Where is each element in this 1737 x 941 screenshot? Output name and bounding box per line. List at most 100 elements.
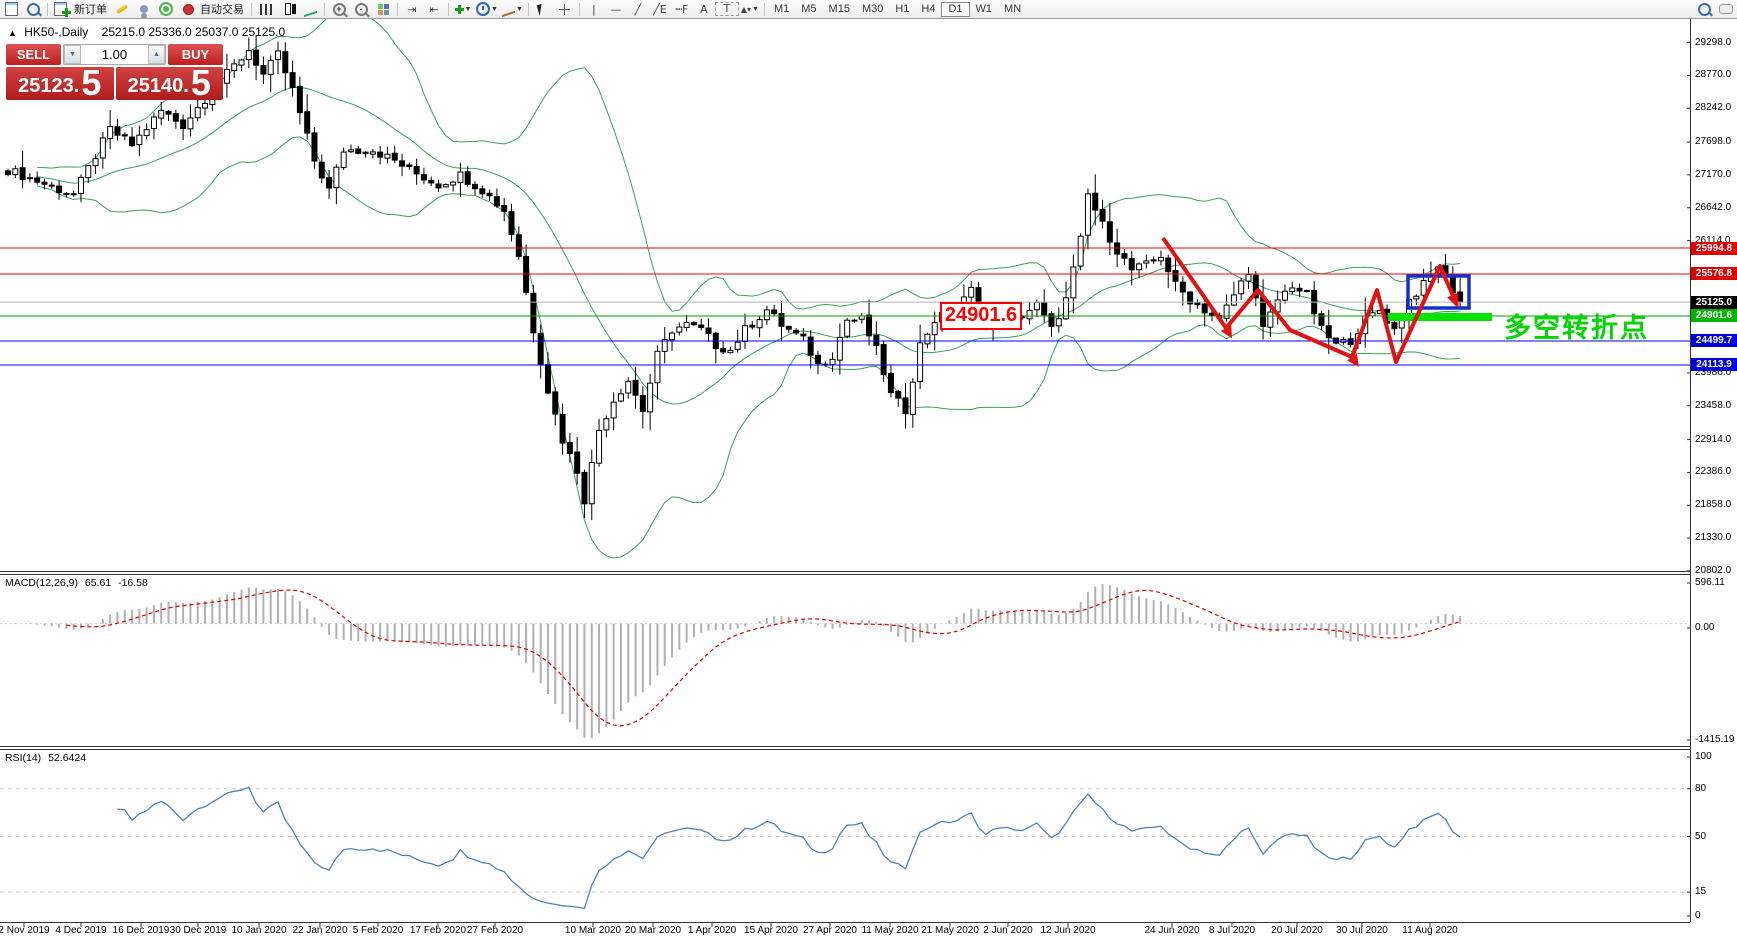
date-label[interactable]: 11 May 2020 <box>861 925 919 936</box>
bar-chart-icon[interactable] <box>255 1 277 17</box>
date-label[interactable]: 16 Dec 2019 <box>112 925 170 936</box>
date-label[interactable]: 8 Jul 2020 <box>1208 925 1256 936</box>
volume-value[interactable]: 1.00 <box>101 47 128 62</box>
date-label[interactable]: 22 Jan 2020 <box>292 925 348 936</box>
timeframe-D1[interactable]: D1 <box>941 1 970 17</box>
sell-button[interactable]: SELL <box>6 44 61 65</box>
date-label[interactable]: 21 May 2020 <box>921 925 979 936</box>
price-tick-label: 23986.0 <box>1695 366 1732 378</box>
price-tag-25125.0: 25125.0 <box>1691 295 1737 309</box>
buy-price-main: 25140. <box>127 75 189 97</box>
chat-icon[interactable] <box>1715 1 1737 17</box>
date-label[interactable]: 17 Feb 2020 <box>409 925 467 936</box>
price-level-callout[interactable]: 24901.6 <box>940 302 1022 330</box>
cursor-tool-icon[interactable] <box>532 1 554 17</box>
date-label[interactable]: 20 Jul 2020 <box>1271 925 1323 936</box>
vertical-line-tool-icon[interactable]: | <box>592 2 596 16</box>
price-tick-label: 29298.0 <box>1695 36 1732 48</box>
date-label[interactable]: 4 Dec 2019 <box>55 925 107 936</box>
macd-label: MACD(12,26,9) 65.61 -16.58 <box>5 577 148 589</box>
price-tick-label: 22386.0 <box>1695 466 1732 478</box>
label-tool-icon[interactable]: T <box>714 2 739 16</box>
toolbar: 新订单 自动交易 + - ⇥ ⇤ ▼ ▼ ▼ | — ╱ ╱E ┉F A T ▲… <box>0 0 1737 19</box>
zoom-in-icon[interactable]: + <box>328 1 350 17</box>
price-tick-label: 28242.0 <box>1695 102 1732 114</box>
toolbar-separator <box>527 2 529 16</box>
date-label[interactable]: 15 Apr 2020 <box>744 925 798 936</box>
market-watch-icon[interactable] <box>22 1 44 17</box>
new-order-icon[interactable] <box>51 1 73 17</box>
date-label[interactable]: 10 Mar 2020 <box>564 925 622 936</box>
channel-tool-icon[interactable]: ╱E <box>653 2 667 16</box>
date-label[interactable]: 2 Jun 2020 <box>983 925 1033 936</box>
tile-windows-icon[interactable] <box>372 1 394 17</box>
zoom-out-icon[interactable]: - <box>350 1 372 17</box>
date-label[interactable]: 11 Aug 2020 <box>1402 925 1458 936</box>
horizontal-line-tool-icon[interactable]: — <box>610 2 622 16</box>
terminal-icon[interactable] <box>133 1 155 17</box>
sell-price[interactable]: 25123. 5 <box>6 62 114 103</box>
date-label[interactable]: 27 Apr 2020 <box>803 925 857 936</box>
timeframe-M5[interactable]: M5 <box>801 2 817 15</box>
buy-price-pips: 5 <box>190 62 211 103</box>
chart-window-icon[interactable] <box>0 1 22 17</box>
price-tick-label: 26642.0 <box>1695 201 1732 213</box>
autotrading-icon[interactable] <box>177 1 199 17</box>
periods-icon[interactable]: ▼ <box>474 1 500 17</box>
rsi-axis-label: 80 <box>1695 782 1707 794</box>
date-label[interactable]: 24 Jun 2020 <box>1144 925 1200 936</box>
rsi-value: 52.6424 <box>48 752 87 764</box>
autotrading-button[interactable]: 自动交易 <box>200 4 244 16</box>
crosshair-tool-icon[interactable] <box>554 1 576 17</box>
fibonacci-tool-icon[interactable]: ┉F <box>675 2 689 16</box>
date-label[interactable]: 5 Feb 2020 <box>352 925 404 936</box>
arrows-tool-icon[interactable]: ▲▾ ▼ <box>740 4 759 14</box>
search-icon[interactable] <box>1693 1 1715 17</box>
timeframe-H1[interactable]: H1 <box>895 2 910 15</box>
metaeditor-icon[interactable] <box>111 1 133 17</box>
date-label[interactable]: 20 Mar 2020 <box>624 925 682 936</box>
collapse-panel-icon[interactable]: ▲ <box>8 28 17 38</box>
candlestick-chart-icon[interactable] <box>277 1 299 17</box>
price-tag-24113.9: 24113.9 <box>1691 358 1737 372</box>
date-label[interactable]: 2 Nov 2019 <box>0 925 50 936</box>
chart-shift-icon[interactable]: ⇥ <box>407 2 417 16</box>
timeframe-M30[interactable]: M30 <box>861 2 884 15</box>
rsi-axis-label: 0 <box>1695 910 1701 921</box>
rsi-axis-label: 100 <box>1695 751 1712 762</box>
date-label[interactable]: 27 Feb 2020 <box>466 925 524 936</box>
date-label[interactable]: 30 Dec 2019 <box>169 925 227 936</box>
date-label[interactable]: 1 Apr 2020 <box>687 925 737 936</box>
date-label[interactable]: 30 Jul 2020 <box>1336 925 1388 936</box>
timeframe-W1[interactable]: W1 <box>975 2 993 15</box>
buy-button[interactable]: BUY <box>168 44 223 65</box>
timeframe-H4[interactable]: H4 <box>921 2 936 15</box>
panel-separator[interactable] <box>0 746 1690 747</box>
auto-scroll-icon[interactable]: ⇤ <box>429 2 439 16</box>
indicators-icon[interactable]: ▼ <box>452 1 474 17</box>
trendline-tool-icon[interactable]: ╱ <box>634 2 642 16</box>
new-order-button[interactable]: 新订单 <box>74 4 107 16</box>
price-tick-label: 26114.0 <box>1695 234 1731 246</box>
timeframe-M15[interactable]: M15 <box>828 2 850 15</box>
buy-price[interactable]: 25140. 5 <box>115 62 223 103</box>
price-tag-25576.8: 25576.8 <box>1691 267 1737 281</box>
toolbar-separator <box>324 2 325 16</box>
ohlc-values: 25215.0 25336.0 25037.0 25125.0 <box>101 25 286 39</box>
signals-icon[interactable] <box>155 1 177 17</box>
timeframe-MN[interactable]: MN <box>1004 2 1022 15</box>
date-label[interactable]: 10 Jan 2020 <box>231 925 287 936</box>
line-chart-icon[interactable] <box>299 0 321 18</box>
price-tick-label: 28770.0 <box>1695 69 1732 81</box>
panel-separator[interactable] <box>0 571 1690 572</box>
chart-bottom-border <box>0 922 1690 923</box>
volume-decrease-button[interactable]: ▼ <box>64 45 81 64</box>
turning-point-annotation[interactable]: 多空转折点 <box>1504 313 1649 343</box>
sell-price-pips: 5 <box>81 62 102 103</box>
date-label[interactable]: 12 Jun 2020 <box>1040 925 1096 936</box>
volume-increase-button[interactable]: ▲ <box>148 45 165 64</box>
text-tool-icon[interactable]: A <box>700 2 708 16</box>
templates-icon[interactable]: ▼ <box>500 0 525 18</box>
timeframe-M1[interactable]: M1 <box>773 2 790 15</box>
